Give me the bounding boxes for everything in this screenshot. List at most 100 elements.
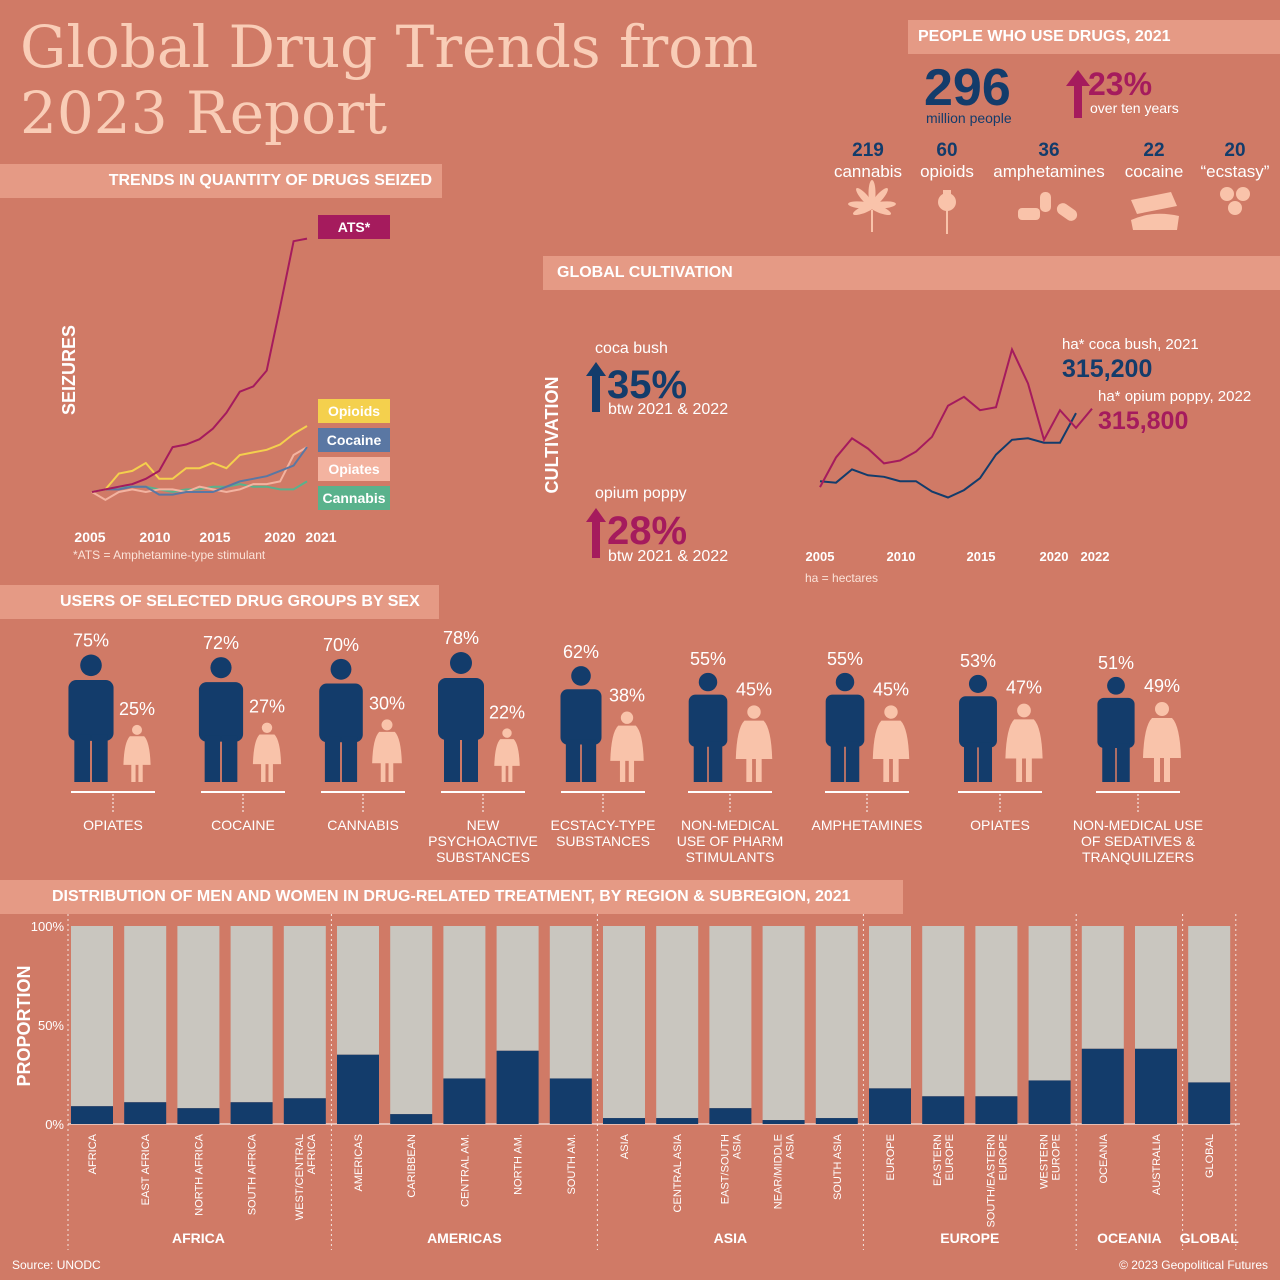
bar-men	[496, 1050, 539, 1124]
bar-men	[230, 1102, 273, 1124]
woman-head	[261, 722, 273, 734]
tablet	[1220, 187, 1234, 201]
bar-women	[1081, 926, 1124, 1049]
man-body	[959, 696, 997, 748]
woman-leg	[501, 764, 506, 782]
seizure-line-opioids	[91, 425, 308, 493]
users-header: USERS OF SELECTED DRUG GROUPS BY SEX	[0, 585, 439, 619]
woman-leg	[628, 759, 635, 782]
man-body	[319, 683, 363, 743]
region-label: ASIA	[714, 1230, 747, 1246]
group-name: OF SEDATIVES &	[1081, 833, 1196, 849]
woman-leg	[1016, 757, 1023, 782]
woman-head	[132, 724, 142, 735]
bar-category-label: EUROPE	[997, 1134, 1009, 1180]
bar-category-label: SOUTH ASIA	[832, 1133, 844, 1200]
bar-women	[869, 926, 911, 1089]
bar-men	[1081, 1048, 1124, 1124]
man-leg	[444, 734, 460, 782]
seizures-x-tick: 2020	[264, 529, 295, 545]
woman-head	[747, 705, 761, 719]
man-head	[698, 672, 718, 692]
drug-user-count: 219	[852, 140, 884, 161]
seizures-chart: SEIZURES ATS* Opioids Cocaine Opiates Cannabi…	[59, 215, 390, 562]
bar-men	[603, 1118, 645, 1124]
bar-women	[283, 926, 326, 1099]
drug-user-name: cocaine	[1124, 162, 1184, 181]
tablet	[1236, 187, 1250, 201]
drug-user-name: “ecstasy”	[1200, 162, 1270, 181]
bar-category-label: NORTH AFRICA	[193, 1133, 205, 1215]
coca-change: 35%	[607, 363, 687, 407]
bar-men	[1135, 1048, 1177, 1124]
card	[1131, 192, 1177, 214]
women-percent: 45%	[873, 679, 909, 699]
group-name: ECSTACY-TYPE	[550, 817, 655, 833]
bar-men	[975, 1096, 1018, 1124]
poppy-line	[819, 346, 1093, 488]
woman-head	[502, 728, 512, 738]
bar-women	[922, 926, 965, 1097]
cannabis-leaf-icon	[848, 180, 896, 232]
man-head	[450, 652, 472, 674]
bar-category-label: EASTERN	[932, 1134, 944, 1186]
people-change-note: over ten years	[1090, 100, 1179, 116]
bar-category-label: WEST/CENTRAL	[294, 1134, 306, 1220]
treatment-header: DISTRIBUTION OF MEN AND WOMEN IN DRUG-RE…	[0, 880, 903, 914]
men-percent: 55%	[827, 649, 863, 669]
sex-group: 72% 27% COCAINE	[198, 633, 285, 833]
man-head	[210, 657, 232, 679]
leaf-stem	[871, 210, 873, 232]
woman-leg	[1154, 757, 1160, 782]
man-body	[438, 678, 484, 740]
man-leg	[74, 734, 91, 782]
bar-women	[1135, 926, 1177, 1049]
legend-swatch	[318, 457, 390, 481]
bar-category-label: AFRICA	[306, 1133, 318, 1174]
bar-category-label: EUROPE	[944, 1134, 956, 1180]
pill	[1040, 192, 1051, 212]
woman-leg	[619, 759, 626, 782]
men-percent: 78%	[443, 628, 479, 648]
woman-leg	[892, 758, 899, 782]
cultivation-x-tick: 2015	[967, 549, 996, 564]
bar-category-label: AMERICAS	[353, 1134, 365, 1191]
men-percent: 75%	[73, 631, 109, 651]
woman-leg	[380, 762, 386, 782]
women-percent: 45%	[736, 679, 772, 699]
bar-category-label: GLOBAL	[1204, 1134, 1216, 1178]
man-body	[688, 694, 728, 747]
bar-women	[230, 926, 273, 1103]
bar-men	[762, 1120, 805, 1124]
cultivation-footnote: ha = hectares	[805, 571, 878, 585]
pill	[1018, 208, 1040, 220]
cultivation-x-tick: 2020	[1040, 549, 1069, 564]
group-name: TRANQUILIZERS	[1082, 849, 1194, 865]
man-leg	[204, 735, 221, 782]
seizures-x-tick: 2015	[199, 529, 230, 545]
bar-category-label: AFRICA	[87, 1133, 99, 1174]
bar-category-label: EUROPE	[885, 1134, 897, 1180]
group-name: SUBSTANCES	[436, 849, 530, 865]
men-percent: 62%	[563, 642, 599, 662]
legend-label: Opioids	[328, 403, 380, 419]
pills-icon	[1018, 192, 1078, 221]
man-leg	[341, 736, 358, 782]
bar-men	[390, 1114, 433, 1124]
people-change: 23%	[1088, 66, 1153, 102]
women-percent: 30%	[369, 693, 405, 713]
man-leg	[963, 742, 978, 782]
woman-leg	[746, 758, 753, 782]
seizures-x-tick: 2010	[139, 529, 170, 545]
bar-men	[177, 1108, 220, 1124]
group-name: COCAINE	[211, 817, 275, 833]
bar-category-label: WESTERN	[1039, 1134, 1051, 1189]
bar-category-label: EAST AFRICA	[140, 1133, 152, 1205]
poppy-icon	[938, 190, 956, 234]
man-leg	[1102, 743, 1116, 782]
coca-callout-value: 315,200	[1062, 355, 1152, 383]
bar-men	[549, 1078, 592, 1124]
bar-category-label: SOUTH AM.	[566, 1134, 578, 1195]
